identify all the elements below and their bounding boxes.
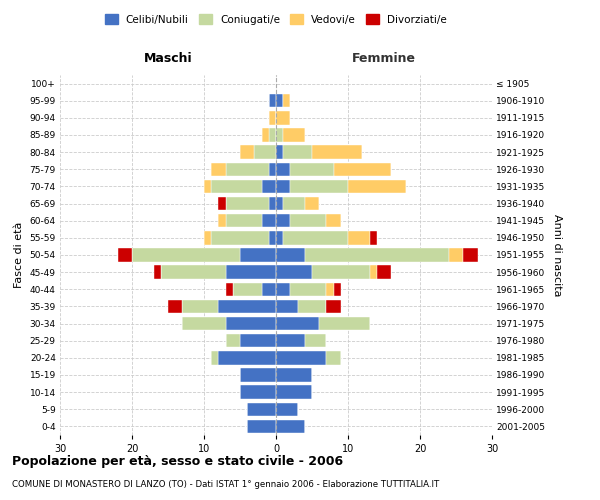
Bar <box>254 146 276 159</box>
Bar <box>276 420 305 433</box>
Bar <box>276 111 290 124</box>
Bar <box>269 231 276 244</box>
Bar <box>269 94 276 108</box>
Bar <box>269 128 276 141</box>
Bar <box>226 317 276 330</box>
Bar <box>276 402 298 416</box>
Bar <box>290 180 348 193</box>
Bar <box>326 351 341 364</box>
Bar <box>276 317 319 330</box>
Bar <box>326 300 341 313</box>
Bar <box>276 162 290 176</box>
Bar <box>262 282 276 296</box>
Bar <box>276 180 290 193</box>
Text: Maschi: Maschi <box>143 52 193 64</box>
Bar <box>132 248 240 262</box>
Bar <box>283 231 348 244</box>
Bar <box>240 146 254 159</box>
Bar <box>334 282 341 296</box>
Bar <box>218 214 226 228</box>
Bar <box>334 162 391 176</box>
Bar <box>240 248 276 262</box>
Bar <box>211 180 262 193</box>
Bar <box>204 231 211 244</box>
Bar <box>319 317 370 330</box>
Bar <box>247 402 276 416</box>
Bar <box>290 214 326 228</box>
Text: Femmine: Femmine <box>352 52 416 64</box>
Bar <box>182 300 218 313</box>
Bar <box>283 146 312 159</box>
Bar <box>226 162 269 176</box>
Bar <box>204 180 211 193</box>
Bar <box>305 197 319 210</box>
Bar <box>276 248 305 262</box>
Bar <box>348 180 406 193</box>
Text: Popolazione per età, sesso e stato civile - 2006: Popolazione per età, sesso e stato civil… <box>12 455 343 468</box>
Bar <box>290 162 334 176</box>
Bar <box>233 282 262 296</box>
Bar <box>240 386 276 399</box>
Bar <box>305 248 449 262</box>
Bar <box>161 266 226 279</box>
Bar <box>262 214 276 228</box>
Bar <box>269 197 276 210</box>
Bar <box>276 334 305 347</box>
Bar <box>211 231 269 244</box>
Bar <box>262 128 269 141</box>
Bar <box>283 94 290 108</box>
Bar <box>312 266 370 279</box>
Bar <box>276 351 326 364</box>
Bar <box>211 162 226 176</box>
Bar <box>218 300 276 313</box>
Bar <box>276 300 298 313</box>
Bar <box>370 231 377 244</box>
Legend: Celibi/Nubili, Coniugati/e, Vedovi/e, Divorziati/e: Celibi/Nubili, Coniugati/e, Vedovi/e, Di… <box>101 10 451 29</box>
Bar <box>269 162 276 176</box>
Bar <box>312 146 362 159</box>
Bar <box>276 282 290 296</box>
Bar <box>283 128 305 141</box>
Bar <box>269 111 276 124</box>
Bar <box>305 334 326 347</box>
Bar <box>154 266 161 279</box>
Bar <box>226 266 276 279</box>
Bar <box>276 214 290 228</box>
Bar <box>276 266 312 279</box>
Bar <box>449 248 463 262</box>
Bar <box>226 334 240 347</box>
Bar <box>463 248 478 262</box>
Bar <box>182 317 226 330</box>
Bar <box>326 282 334 296</box>
Text: COMUNE DI MONASTERO DI LANZO (TO) - Dati ISTAT 1° gennaio 2006 - Elaborazione TU: COMUNE DI MONASTERO DI LANZO (TO) - Dati… <box>12 480 439 489</box>
Bar <box>226 197 269 210</box>
Y-axis label: Anni di nascita: Anni di nascita <box>552 214 562 296</box>
Bar <box>118 248 132 262</box>
Bar <box>226 214 262 228</box>
Bar <box>276 231 283 244</box>
Bar <box>218 351 276 364</box>
Bar <box>240 334 276 347</box>
Bar <box>211 351 218 364</box>
Bar <box>370 266 377 279</box>
Bar <box>262 180 276 193</box>
Bar <box>240 368 276 382</box>
Bar <box>226 282 233 296</box>
Bar <box>276 128 283 141</box>
Y-axis label: Fasce di età: Fasce di età <box>14 222 24 288</box>
Bar <box>276 94 283 108</box>
Bar <box>276 146 283 159</box>
Bar <box>276 368 312 382</box>
Bar <box>348 231 370 244</box>
Bar <box>276 197 283 210</box>
Bar <box>290 282 326 296</box>
Bar <box>283 197 305 210</box>
Bar <box>298 300 326 313</box>
Bar <box>247 420 276 433</box>
Bar <box>168 300 182 313</box>
Bar <box>276 386 312 399</box>
Bar <box>377 266 391 279</box>
Bar <box>326 214 341 228</box>
Bar <box>218 197 226 210</box>
